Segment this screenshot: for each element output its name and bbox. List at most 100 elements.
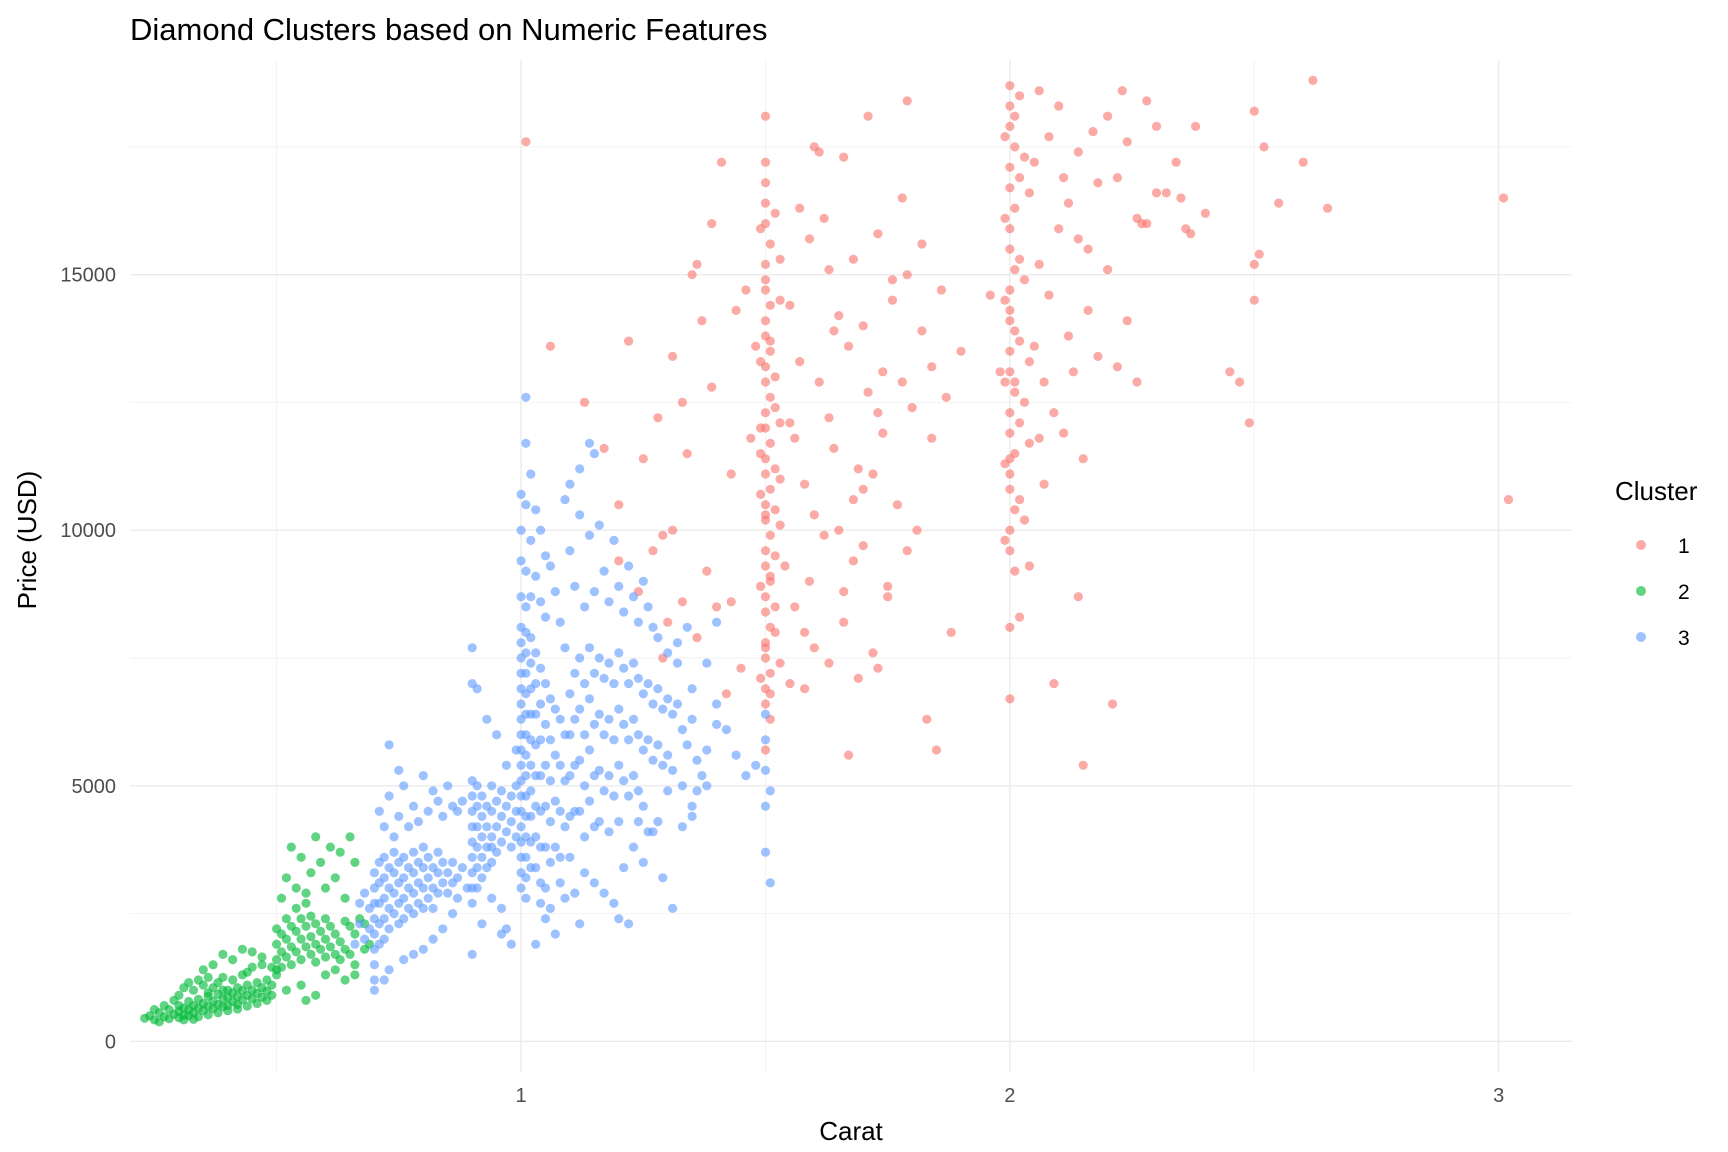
data-point [760, 157, 771, 167]
data-point [521, 500, 531, 510]
data-point [599, 673, 609, 684]
data-point [521, 137, 531, 147]
data-point [443, 781, 453, 791]
data-point [834, 525, 844, 535]
data-point [301, 888, 311, 898]
data-point [565, 771, 575, 781]
data-point [526, 535, 536, 546]
data-point [668, 765, 678, 776]
data-point [775, 520, 785, 530]
data-point [604, 658, 614, 668]
data-point [1503, 495, 1514, 505]
data-point [521, 873, 531, 883]
data-point [858, 321, 868, 331]
data-point [672, 699, 683, 709]
data-point [477, 791, 487, 801]
data-point [335, 937, 345, 947]
data-point [531, 571, 541, 581]
data-point [1005, 408, 1015, 418]
data-point [232, 1004, 243, 1014]
data-point [482, 822, 492, 832]
data-point [692, 755, 702, 765]
data-point [335, 847, 345, 857]
data-point [643, 735, 653, 745]
data-point [1015, 91, 1025, 101]
data-point [765, 786, 775, 796]
data-point [760, 709, 771, 719]
data-point [663, 750, 673, 760]
data-point [423, 893, 433, 903]
data-point [379, 873, 389, 883]
data-point [477, 852, 487, 862]
data-point [760, 745, 771, 755]
data-point [584, 796, 595, 806]
data-point [506, 939, 516, 949]
data-point [663, 694, 673, 704]
data-point [663, 617, 673, 627]
data-point [1132, 377, 1142, 387]
data-point [863, 111, 873, 121]
data-point [922, 714, 932, 724]
data-point [501, 827, 511, 837]
data-points [140, 75, 1514, 1027]
data-point [487, 893, 497, 903]
data-point [726, 469, 736, 479]
data-point [1029, 341, 1039, 351]
data-point [765, 346, 775, 356]
data-point [262, 995, 272, 1006]
data-point [941, 392, 951, 402]
data-point [540, 719, 551, 730]
data-point [438, 857, 448, 868]
data-point [350, 939, 360, 949]
data-point [775, 418, 785, 428]
data-point [369, 975, 379, 985]
data-point [819, 213, 829, 223]
data-point [1015, 254, 1025, 264]
data-point [301, 898, 311, 908]
data-point [770, 602, 780, 612]
data-point [614, 817, 624, 827]
data-point [628, 658, 639, 668]
data-point [477, 919, 487, 929]
data-point [721, 725, 732, 735]
data-point [653, 413, 663, 423]
data-point [848, 556, 859, 566]
data-point [1010, 377, 1020, 387]
data-point [575, 464, 585, 474]
data-point [516, 699, 526, 709]
data-point [1093, 178, 1103, 188]
data-point [721, 689, 732, 699]
data-point [340, 975, 350, 985]
data-point [633, 786, 644, 796]
data-point [272, 939, 282, 949]
data-point [536, 898, 546, 908]
data-point [1274, 198, 1284, 208]
data-point [858, 484, 868, 494]
data-point [609, 679, 619, 689]
data-point [609, 735, 619, 745]
axes: 1 2 3 0 5000 10000 15000 [60, 265, 1504, 1107]
data-point [785, 679, 795, 689]
data-point [795, 357, 805, 367]
data-point [296, 955, 306, 965]
data-point [995, 367, 1005, 377]
data-point [589, 719, 600, 730]
data-point [658, 704, 668, 714]
data-point [438, 811, 448, 822]
data-point [760, 653, 771, 663]
data-point [433, 868, 443, 878]
data-point [281, 985, 291, 995]
data-point [1078, 760, 1088, 770]
data-point [536, 771, 546, 781]
data-point [389, 847, 399, 857]
data-point [1088, 127, 1098, 137]
data-point [540, 551, 551, 561]
data-point [1308, 75, 1318, 85]
data-point [477, 873, 487, 883]
data-point [1010, 203, 1020, 213]
data-point [301, 942, 311, 952]
data-point [731, 750, 741, 760]
data-point [531, 648, 541, 658]
data-point [428, 934, 438, 944]
